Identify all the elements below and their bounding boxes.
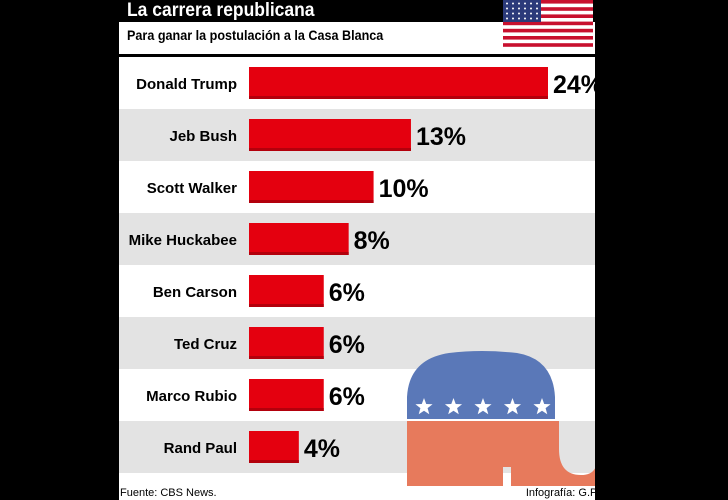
category-label: Mike Huckabee xyxy=(129,232,237,249)
value-label: 10% xyxy=(379,175,429,203)
bar-shadow xyxy=(249,200,374,203)
chart-title: La carrera republicana xyxy=(127,0,315,21)
chart-subtitle: Para ganar la postulación a la Casa Blan… xyxy=(127,27,384,43)
value-label: 13% xyxy=(416,123,466,151)
bar-shadow xyxy=(249,304,324,307)
header-rule xyxy=(119,54,595,57)
value-label: 6% xyxy=(329,331,365,359)
source-note: Fuente: CBS News. xyxy=(120,487,217,499)
value-label: 8% xyxy=(354,227,390,255)
value-label: 6% xyxy=(329,383,365,411)
value-label: 24% xyxy=(553,71,595,99)
value-label: 6% xyxy=(329,279,365,307)
credit-note: Infografía: G.P. xyxy=(525,487,595,499)
category-label: Ben Carson xyxy=(153,284,237,301)
bar-shadow xyxy=(249,356,324,359)
category-label: Rand Paul xyxy=(164,440,237,457)
bar-shadow xyxy=(249,96,548,99)
category-label: Scott Walker xyxy=(147,180,237,197)
value-label: 4% xyxy=(304,435,340,463)
bar-chart: Donald Trump 24% Jeb Bush 13% Scott Walker 10… xyxy=(119,67,595,486)
category-label: Ted Cruz xyxy=(174,336,237,353)
bar xyxy=(249,171,374,203)
bar xyxy=(249,431,299,463)
category-label: Donald Trump xyxy=(136,76,237,93)
bar xyxy=(249,379,324,411)
bar-shadow xyxy=(249,252,349,255)
republican-elephant-logo xyxy=(407,351,595,486)
category-label: Marco Rubio xyxy=(146,388,237,405)
infographic-panel: La carrera republicana Para ganar la pos… xyxy=(119,0,595,500)
bar xyxy=(249,119,411,151)
bar xyxy=(249,67,548,99)
bar xyxy=(249,223,349,255)
row-stripe xyxy=(119,213,595,265)
bar xyxy=(249,327,324,359)
title-bar: La carrera republicana xyxy=(119,0,595,22)
bar-shadow xyxy=(249,148,411,151)
bar-shadow xyxy=(249,460,299,463)
bar xyxy=(249,275,324,307)
us-flag-icon xyxy=(503,0,593,47)
bar-shadow xyxy=(249,408,324,411)
category-label: Jeb Bush xyxy=(169,128,237,145)
